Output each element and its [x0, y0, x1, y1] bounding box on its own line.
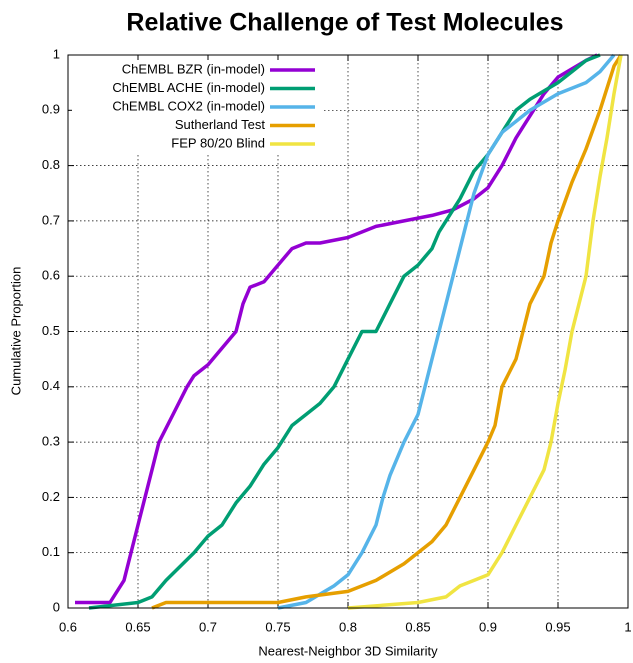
- legend-label: ChEMBL BZR (in-model): [122, 61, 265, 76]
- y-tick-label: 0.1: [42, 544, 60, 559]
- y-tick-label: 0.5: [42, 323, 60, 338]
- y-tick-label: 0.4: [42, 378, 60, 393]
- legend-label: FEP 80/20 Blind: [171, 135, 265, 150]
- chart-title: Relative Challenge of Test Molecules: [126, 9, 563, 37]
- y-tick-label: 0.8: [42, 157, 60, 172]
- y-tick-label: 0.2: [42, 489, 60, 504]
- plot-frame: [67, 54, 629, 609]
- legend-label: ChEMBL ACHE (in-model): [112, 80, 265, 95]
- y-tick-label: 1: [53, 46, 60, 61]
- x-tick-label: 1: [624, 619, 631, 634]
- y-tick-label: 0.9: [42, 102, 60, 117]
- y-tick-label: 0.3: [42, 434, 60, 449]
- y-axis-label: Cumulative Proportion: [8, 267, 23, 396]
- y-tick-label: 0: [53, 599, 60, 614]
- x-tick-label: 0.75: [265, 619, 290, 634]
- x-tick-label: 0.8: [339, 619, 357, 634]
- y-tick-label: 0.6: [42, 268, 60, 283]
- x-tick-label: 0.85: [405, 619, 430, 634]
- y-tick-label: 0.7: [42, 212, 60, 227]
- series-line: [277, 53, 616, 610]
- x-tick-label: 0.6: [59, 619, 77, 634]
- series-line: [75, 53, 598, 605]
- x-axis-label: Nearest-Neighbor 3D Similarity: [258, 643, 438, 658]
- series-line: [151, 54, 623, 610]
- x-tick-label: 0.7: [199, 619, 217, 634]
- x-tick-label: 0.95: [545, 619, 570, 634]
- x-tick-label: 0.9: [479, 619, 497, 634]
- legend-label: ChEMBL COX2 (in-model): [112, 98, 265, 113]
- series-line: [347, 54, 623, 610]
- series-line: [88, 53, 601, 610]
- legend-label: Sutherland Test: [175, 117, 265, 132]
- x-tick-label: 0.65: [125, 619, 150, 634]
